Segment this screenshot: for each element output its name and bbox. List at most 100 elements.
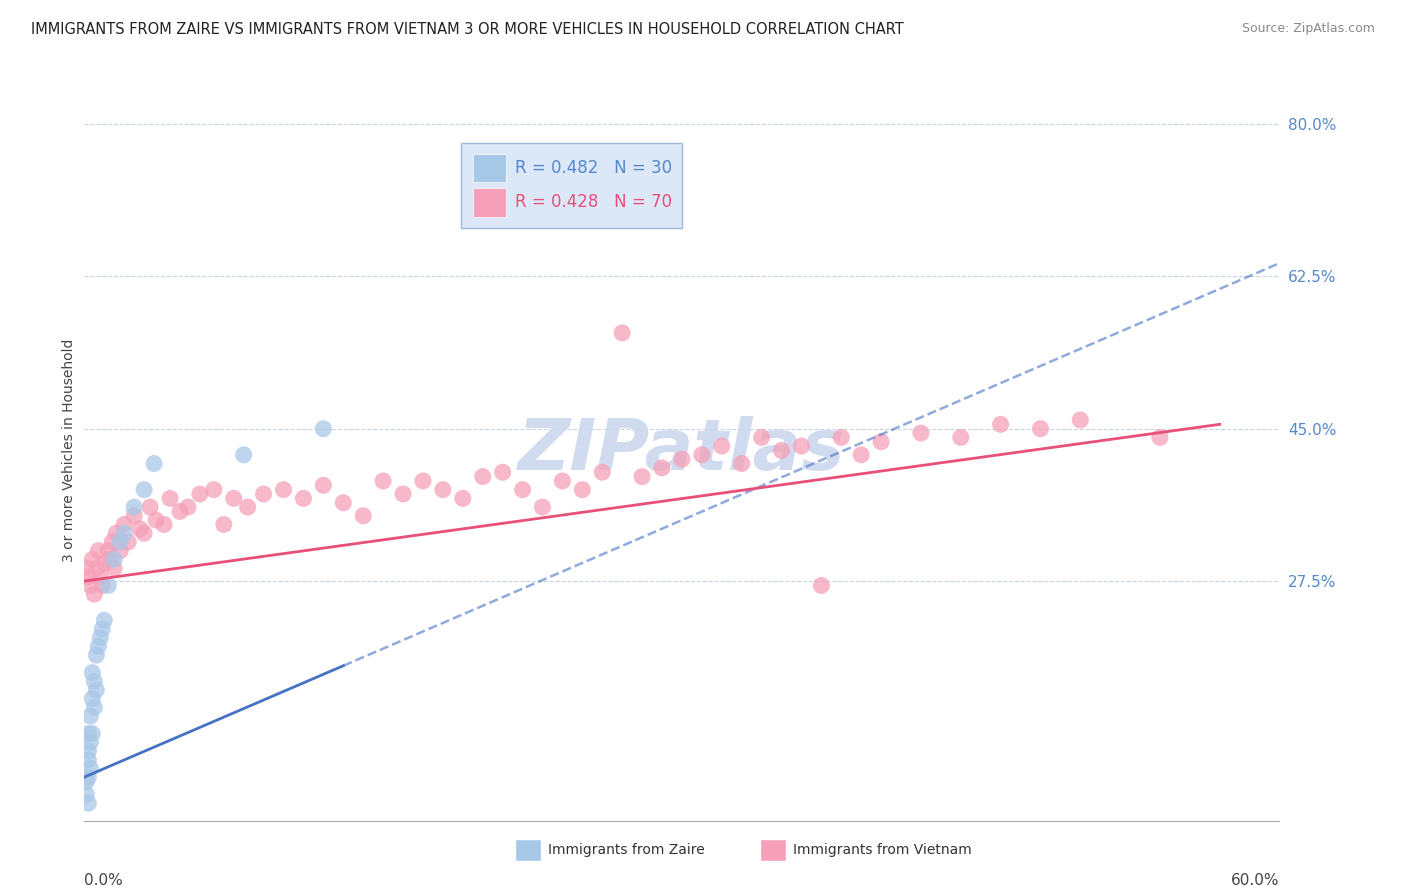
Point xyxy=(86,683,108,698)
Point xyxy=(143,457,166,471)
Point xyxy=(471,469,494,483)
Point xyxy=(112,526,135,541)
Point xyxy=(139,500,162,514)
Point xyxy=(373,474,395,488)
Point xyxy=(83,587,105,601)
Point xyxy=(117,535,139,549)
Point xyxy=(75,561,97,575)
Point xyxy=(132,526,156,541)
Point xyxy=(93,613,115,627)
FancyBboxPatch shape xyxy=(461,144,682,228)
Point xyxy=(83,674,105,689)
Point xyxy=(103,552,125,566)
Text: R = 0.428   N = 70: R = 0.428 N = 70 xyxy=(515,194,672,211)
Point xyxy=(222,491,245,506)
Point xyxy=(77,796,100,810)
Point xyxy=(870,434,893,449)
Point xyxy=(273,483,295,497)
Point xyxy=(790,439,813,453)
Point xyxy=(177,500,200,514)
Point xyxy=(77,726,100,740)
Point xyxy=(512,483,534,497)
Point xyxy=(87,543,110,558)
Point xyxy=(312,478,335,492)
Text: Immigrants from Vietnam: Immigrants from Vietnam xyxy=(793,843,972,857)
Point xyxy=(89,570,111,584)
Bar xyxy=(515,839,541,862)
Point xyxy=(851,448,873,462)
Point xyxy=(253,487,276,501)
Point xyxy=(236,500,259,514)
Point xyxy=(188,487,211,501)
Point xyxy=(129,522,152,536)
Point xyxy=(571,483,593,497)
Point xyxy=(86,648,108,662)
Point xyxy=(690,448,713,462)
Point xyxy=(492,465,515,479)
Point xyxy=(77,744,100,758)
Point xyxy=(77,770,100,784)
Point xyxy=(232,448,254,462)
Point xyxy=(86,561,108,575)
Point xyxy=(169,504,191,518)
Point xyxy=(751,430,773,444)
Text: 60.0%: 60.0% xyxy=(1232,873,1279,888)
Point xyxy=(451,491,474,506)
Point xyxy=(91,622,114,636)
Point xyxy=(910,425,932,440)
Point xyxy=(79,735,101,749)
Point xyxy=(202,483,225,497)
Point xyxy=(132,483,156,497)
Point xyxy=(79,709,101,723)
Point xyxy=(651,461,673,475)
Text: Immigrants from Zaire: Immigrants from Zaire xyxy=(548,843,704,857)
Bar xyxy=(472,153,506,182)
Point xyxy=(105,526,128,541)
Point xyxy=(1029,422,1052,436)
Bar xyxy=(759,839,786,862)
Point xyxy=(212,517,235,532)
Point xyxy=(82,665,104,680)
Point xyxy=(93,557,115,571)
Text: 0.0%: 0.0% xyxy=(84,873,124,888)
Point xyxy=(75,774,97,789)
Point xyxy=(82,691,104,706)
Point xyxy=(145,513,167,527)
Text: Source: ZipAtlas.com: Source: ZipAtlas.com xyxy=(1241,22,1375,36)
Point xyxy=(77,570,100,584)
Point xyxy=(91,578,114,592)
Point xyxy=(770,443,793,458)
Text: R = 0.482   N = 30: R = 0.482 N = 30 xyxy=(515,159,672,177)
Point xyxy=(312,422,335,436)
Bar xyxy=(472,188,506,217)
Point xyxy=(122,500,145,514)
Point xyxy=(1069,413,1091,427)
Point xyxy=(1149,430,1171,444)
Point xyxy=(112,517,135,532)
Point xyxy=(810,578,832,592)
Point xyxy=(82,726,104,740)
Point xyxy=(122,508,145,523)
Point xyxy=(292,491,315,506)
Point xyxy=(75,788,97,802)
Point xyxy=(830,430,852,444)
Point xyxy=(432,483,454,497)
Point xyxy=(731,457,754,471)
Point xyxy=(591,465,613,479)
Point xyxy=(671,452,693,467)
Point xyxy=(98,552,121,566)
Point xyxy=(710,439,733,453)
Text: ZIPatlas: ZIPatlas xyxy=(519,416,845,485)
Point xyxy=(153,517,176,532)
Text: IMMIGRANTS FROM ZAIRE VS IMMIGRANTS FROM VIETNAM 3 OR MORE VEHICLES IN HOUSEHOLD: IMMIGRANTS FROM ZAIRE VS IMMIGRANTS FROM… xyxy=(31,22,904,37)
Point xyxy=(87,640,110,654)
Point xyxy=(79,761,101,775)
Point xyxy=(77,753,100,767)
Point xyxy=(551,474,574,488)
Point xyxy=(332,496,354,510)
Y-axis label: 3 or more Vehicles in Household: 3 or more Vehicles in Household xyxy=(62,339,76,562)
Point xyxy=(110,535,132,549)
Point xyxy=(82,552,104,566)
Point xyxy=(101,535,124,549)
Point xyxy=(631,469,654,483)
